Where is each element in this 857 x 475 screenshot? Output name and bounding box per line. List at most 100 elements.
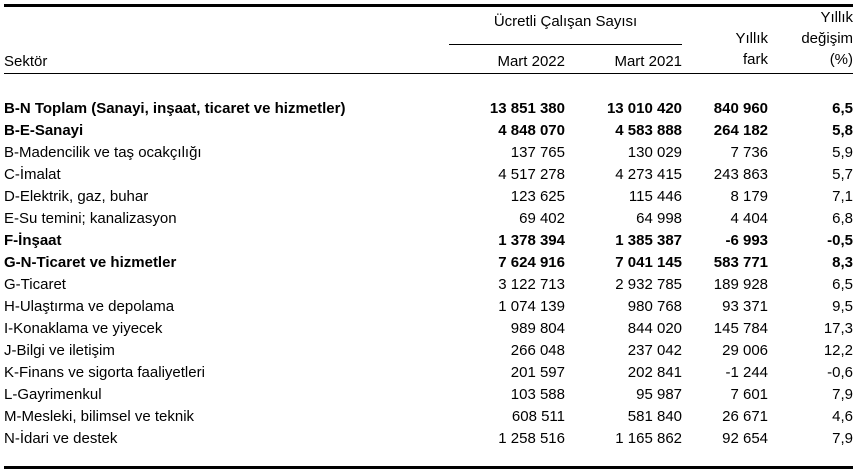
march-2022-cell: 1 074 139 (498, 298, 565, 315)
sector-cell: D-Elektrik, gaz, buhar (4, 188, 149, 205)
table-row: B-N Toplam (Sanayi, inşaat, ticaret ve h… (4, 74, 853, 121)
march-2021-cell: 115 446 (628, 188, 683, 205)
sector-cell: I-Konaklama ve yiyecek (4, 320, 163, 337)
annual-difference-header-line1: Yıllık (735, 30, 769, 47)
table-row: D-Elektrik, gaz, buhar 123 625 115 446 8 17… (4, 186, 853, 208)
sector-cell: B-N Toplam (Sanayi, inşaat, ticaret ve h… (4, 100, 346, 117)
table-row: E-Su temini; kanalizasyon 69 402 64 998 4 4… (4, 208, 853, 230)
sector-cell: H-Ulaştırma ve depolama (4, 298, 175, 315)
table-row: K-Finans ve sigorta faaliyetleri 201 597 2… (4, 362, 853, 384)
march-2022-cell: 7 624 916 (498, 254, 565, 271)
header-row-group: Sektör Ücretli Çalışan Sayısı Yıllık fark… (4, 5, 853, 70)
march-2022-cell: 3 122 713 (498, 276, 565, 293)
annual-difference-cell: 4 404 (730, 210, 769, 227)
annual-difference-column-header: Yıllık fark (682, 6, 769, 74)
march-2021-cell: 4 583 888 (615, 122, 683, 139)
paid-employee-count-group-header: Ücretli Çalışan Sayısı (449, 5, 683, 45)
march-2021-cell: 13 010 420 (606, 100, 683, 117)
annual-change-pct-cell: 9,5 (832, 298, 854, 315)
table-row: N-İdari ve destek 1 258 516 1 165 862 92 65… (4, 428, 853, 468)
table-row: H-Ulaştırma ve depolama 1 074 139 980 768 9… (4, 296, 853, 318)
annual-difference-header-line2: fark (743, 51, 769, 68)
march-2021-cell: 202 841 (627, 364, 683, 381)
annual-change-pct-cell: -0,5 (827, 232, 854, 249)
annual-change-pct-cell: 12,2 (823, 342, 854, 359)
march-2022-cell: 69 402 (519, 210, 565, 227)
paid-employees-table: Sektör Ücretli Çalışan Sayısı Yıllık fark… (4, 4, 854, 469)
march-2022-cell: 137 765 (510, 144, 565, 161)
sector-cell: B-Madencilik ve taş ocakçılığı (4, 144, 202, 161)
march-2021-cell: 2 932 785 (615, 276, 683, 293)
march-2021-cell: 844 020 (627, 320, 683, 337)
annual-difference-cell: 145 784 (713, 320, 769, 337)
march-2021-cell: 4 273 415 (615, 166, 683, 183)
march-2022-cell: 4 848 070 (498, 122, 565, 139)
sector-cell: G-Ticaret (4, 276, 66, 293)
march-2022-cell: 4 517 278 (498, 166, 565, 183)
annual-change-header-line1: Yıllık (820, 9, 854, 26)
sector-cell: J-Bilgi ve iletişim (4, 342, 115, 359)
sector-cell: M-Mesleki, bilimsel ve teknik (4, 408, 195, 425)
annual-change-pct-cell: 17,3 (823, 320, 854, 337)
table-row: G-N-Ticaret ve hizmetler 7 624 916 7 041 1… (4, 252, 853, 274)
annual-change-header-line3: (%) (829, 51, 854, 68)
annual-difference-cell: 840 960 (713, 100, 769, 117)
table-body: B-N Toplam (Sanayi, inşaat, ticaret ve h… (4, 74, 853, 468)
annual-change-pct-cell: -0,6 (827, 364, 854, 381)
table-row: M-Mesleki, bilimsel ve teknik 608 511 581 … (4, 406, 853, 428)
table-row: J-Bilgi ve iletişim 266 048 237 042 29 006 1… (4, 340, 853, 362)
march-2022-cell: 989 804 (510, 320, 565, 337)
annual-difference-cell: -6 993 (725, 232, 769, 249)
annual-change-pct-column-header: Yıllık değişim (%) (768, 6, 853, 74)
annual-difference-cell: 583 771 (713, 254, 769, 271)
march-2021-column-header: Mart 2021 (614, 53, 683, 70)
march-2021-cell: 7 041 145 (615, 254, 683, 271)
annual-difference-cell: 29 006 (722, 342, 769, 359)
march-2022-cell: 13 851 380 (489, 100, 565, 117)
annual-difference-cell: 92 654 (722, 430, 769, 447)
annual-change-header-line2: değişim (801, 30, 854, 47)
table-row: B-Madencilik ve taş ocakçılığı 137 765 130… (4, 142, 853, 164)
march-2022-column-header: Mart 2022 (497, 53, 565, 70)
table-row: F-İnşaat 1 378 394 1 385 387 -6 993 -0,5 (4, 230, 853, 252)
sector-cell: B-E-Sanayi (4, 122, 84, 139)
march-2021-cell: 980 768 (627, 298, 683, 315)
march-2022-cell: 1 378 394 (498, 232, 565, 249)
annual-change-pct-cell: 6,8 (832, 210, 854, 227)
sector-statistics-table: Sektör Ücretli Çalışan Sayısı Yıllık fark… (4, 4, 854, 469)
annual-difference-cell: 243 863 (713, 166, 769, 183)
march-2021-cell: 95 987 (636, 386, 683, 403)
annual-change-pct-cell: 8,3 (832, 254, 854, 271)
annual-difference-cell: 8 179 (730, 188, 769, 205)
sector-cell: G-N-Ticaret ve hizmetler (4, 254, 177, 271)
annual-change-pct-cell: 5,8 (832, 122, 854, 139)
annual-change-pct-cell: 6,5 (832, 100, 854, 117)
march-2021-cell: 130 029 (627, 144, 683, 161)
march-2021-cell: 1 165 862 (615, 430, 683, 447)
march-2021-cell: 1 385 387 (615, 232, 683, 249)
annual-difference-cell: 189 928 (713, 276, 769, 293)
sector-column-header: Sektör (4, 53, 48, 70)
march-2021-cell: 581 840 (627, 408, 683, 425)
march-2021-cell: 64 998 (636, 210, 683, 227)
table-header: Sektör Ücretli Çalışan Sayısı Yıllık fark… (4, 5, 854, 74)
annual-change-pct-cell: 7,9 (832, 386, 854, 403)
march-2022-cell: 1 258 516 (498, 430, 565, 447)
annual-change-pct-cell: 5,7 (832, 166, 854, 183)
annual-difference-cell: -1 244 (725, 364, 769, 381)
march-2022-cell: 123 625 (510, 188, 565, 205)
annual-difference-cell: 264 182 (713, 122, 769, 139)
table-row: G-Ticaret 3 122 713 2 932 785 189 928 6,5 (4, 274, 853, 296)
sector-cell: C-İmalat (4, 166, 61, 183)
annual-change-pct-cell: 7,1 (832, 188, 854, 205)
annual-change-pct-cell: 7,9 (832, 430, 854, 447)
annual-change-pct-cell: 6,5 (832, 276, 854, 293)
march-2022-cell: 266 048 (510, 342, 565, 359)
sector-cell: F-İnşaat (4, 232, 62, 249)
march-2022-cell: 103 588 (510, 386, 565, 403)
sector-cell: K-Finans ve sigorta faaliyetleri (4, 364, 205, 381)
march-2022-cell: 608 511 (511, 408, 565, 425)
sector-cell: N-İdari ve destek (4, 430, 118, 447)
header-row-periods: Mart 2022 Mart 2021 (4, 45, 853, 74)
march-2021-cell: 237 042 (627, 342, 683, 359)
